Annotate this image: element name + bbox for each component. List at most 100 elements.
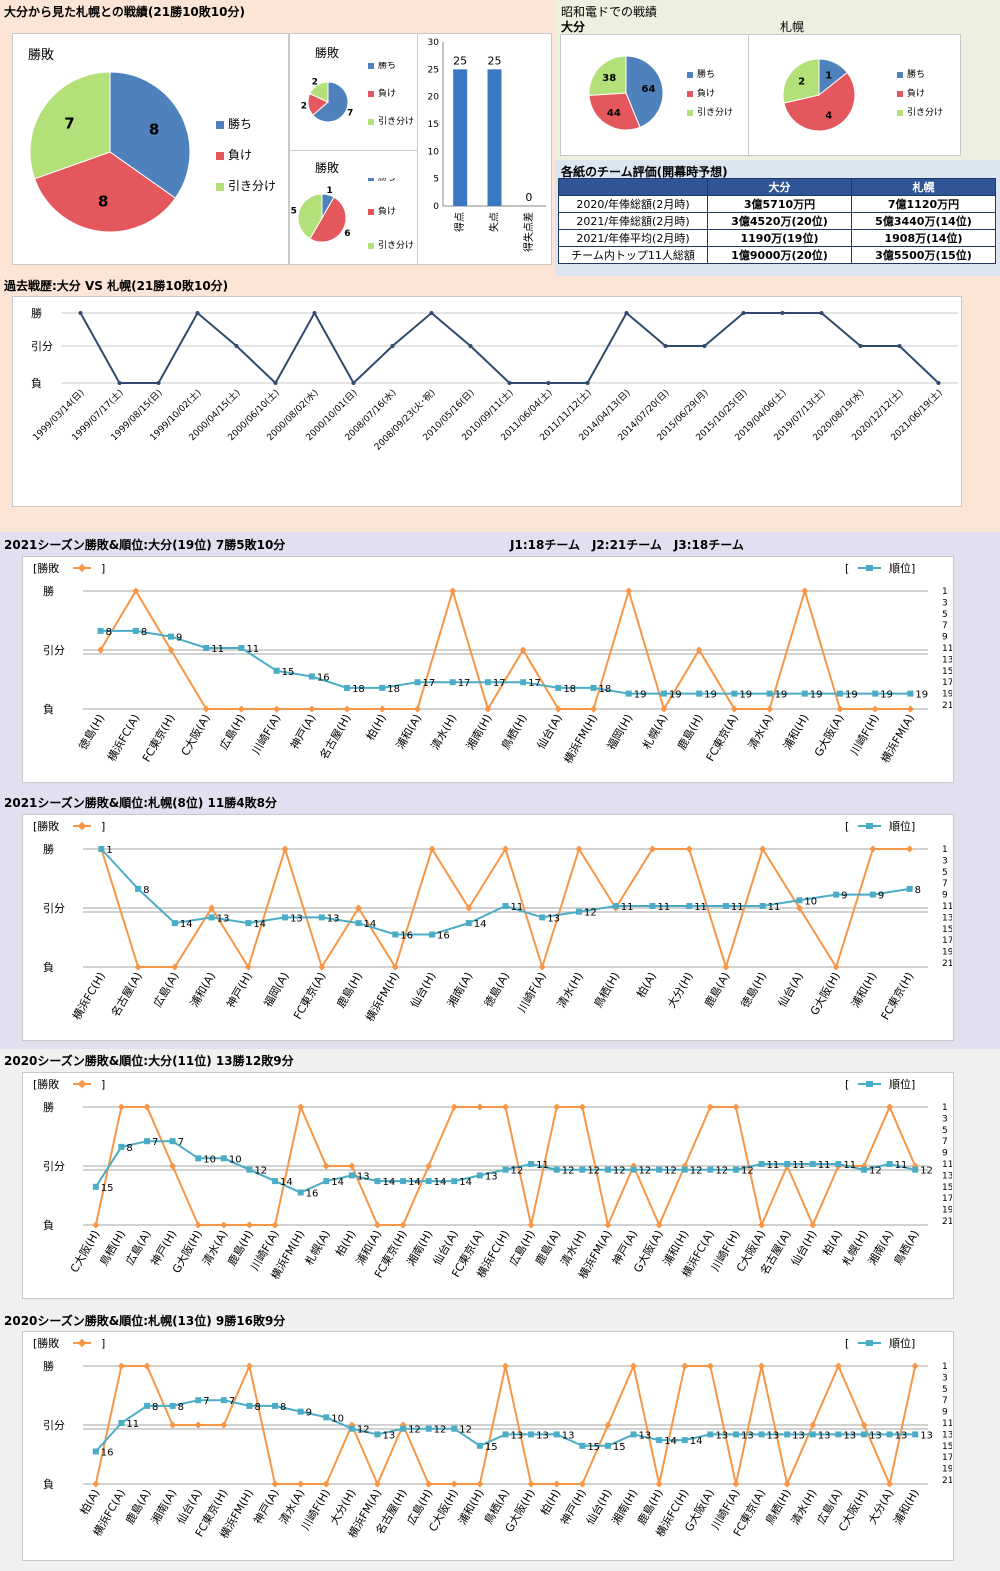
result-point (685, 845, 693, 853)
result-point (655, 1221, 663, 1229)
legend-label: 引き分け (907, 107, 943, 118)
rank-point (476, 1172, 483, 1179)
history-point (351, 381, 356, 385)
rank-tick-label: 11 (942, 644, 952, 654)
rank-value-label: 11 (246, 644, 259, 655)
rank-value-label: 13 (920, 1430, 933, 1441)
rank-point (246, 1402, 253, 1409)
rank-value-label: 7 (178, 1137, 184, 1148)
rank-point (449, 679, 456, 686)
rank-point (649, 903, 656, 909)
x-tick-label: 徳島(A) (481, 970, 512, 1010)
rank-tick-label: 13 (942, 1430, 952, 1440)
rank-tick-label: 17 (942, 678, 952, 688)
pie-value-label: 38 (602, 73, 616, 84)
y-tick-label: 30 (428, 38, 440, 48)
result-point (465, 904, 473, 912)
rank-point (502, 1166, 509, 1173)
result-point (527, 1480, 535, 1488)
rank-value-label: 14 (253, 919, 266, 930)
rank-value-label: 19 (775, 690, 788, 701)
y-tick-label: 15 (428, 120, 439, 130)
result-point (730, 705, 738, 713)
pie-slice-引き分け (588, 55, 627, 96)
rank-tick-label: 21 (942, 959, 952, 969)
rank-point (400, 1425, 407, 1432)
result-point (732, 1480, 740, 1488)
x-tick-label: 神戸(H) (223, 970, 255, 1011)
result-point (886, 1103, 894, 1111)
result-point (625, 587, 633, 595)
legend-rank-label: 順位] (889, 1336, 915, 1350)
result-point (343, 705, 351, 713)
result-point (449, 587, 457, 595)
rank-point (118, 1420, 125, 1426)
history-point (780, 311, 785, 315)
result-point (501, 1103, 510, 1111)
x-tick-label: 柏(A) (633, 970, 659, 1000)
y-tick-label: 0 (433, 202, 439, 212)
result-point (869, 845, 877, 853)
x-tick-label: 浦和(A) (394, 712, 424, 752)
rank-value-label: 11 (895, 1160, 908, 1171)
rank-value-label: 14 (408, 1177, 421, 1188)
rank-point (860, 1431, 867, 1438)
rank-point (195, 1155, 202, 1162)
result-point (143, 1103, 151, 1111)
rank-tick-label: 17 (942, 1194, 952, 1204)
rank-tick-label: 13 (942, 1171, 952, 1181)
x-tick-label: 湘南(H) (463, 712, 495, 753)
pie-slice-負け (33, 151, 177, 233)
legend-label: 負け (228, 148, 252, 162)
eval-row-label: 2021/年俸総額(2月時) (558, 212, 708, 230)
rank-value-label: 17 (458, 678, 471, 689)
rank-point (502, 903, 509, 909)
result-point (604, 1421, 612, 1429)
x-tick-label: 鳥栖(A) (891, 1228, 922, 1268)
rank-tick-label: 3 (942, 1373, 948, 1383)
result-point (836, 705, 844, 713)
rank-tick-label: 21 (942, 1476, 952, 1486)
eval-row-label: チーム内トップ11人総額 (558, 246, 708, 264)
showa-label-oita: 大分 (561, 20, 586, 34)
legend-result-close: ] (101, 562, 105, 575)
rank-value-label: 14 (664, 1436, 677, 1447)
eval-row-label: 2020/年俸総額(2月時) (558, 195, 708, 213)
y-tick-label: 引分 (43, 1159, 65, 1173)
result-point (501, 1362, 510, 1370)
legend-result-label: [勝敗 (33, 819, 59, 833)
x-tick-label: 横浜FM(H) (362, 970, 401, 1024)
rank-point (630, 1431, 637, 1438)
rank-point (872, 690, 879, 697)
rank-point (528, 1161, 535, 1167)
result-point (553, 1480, 561, 1488)
rank-point (732, 1431, 739, 1438)
rank-value-label: 9 (306, 1408, 312, 1419)
x-tick-label: 川崎F(H) (847, 712, 882, 758)
rank-value-label: 11 (818, 1160, 831, 1171)
rank-point (835, 1161, 842, 1167)
rank-value-label: 9 (878, 891, 884, 902)
rank-point (273, 667, 280, 674)
result-point (604, 1221, 612, 1229)
rank-value-label: 11 (792, 1160, 805, 1171)
rank-tick-label: 7 (942, 621, 948, 631)
result-point (450, 1103, 458, 1111)
result-point (297, 1480, 305, 1488)
main-pie-title: 勝敗 (28, 48, 55, 63)
result-point (117, 1103, 125, 1111)
result-point (202, 705, 210, 713)
x-tick-label: 福岡(A) (260, 970, 291, 1010)
legend-rank-label: 順位] (889, 819, 915, 833)
rank-value-label: 9 (841, 891, 847, 902)
rank-point (379, 684, 386, 691)
legend-rank-open: [ (845, 562, 849, 575)
eval-cell-oita: 3億4520万(20位) (707, 212, 852, 230)
history-point (936, 381, 941, 385)
result-point (553, 1103, 561, 1111)
result-point (194, 1221, 202, 1229)
result-point (92, 1480, 100, 1488)
rank-value-label: 13 (547, 913, 560, 924)
